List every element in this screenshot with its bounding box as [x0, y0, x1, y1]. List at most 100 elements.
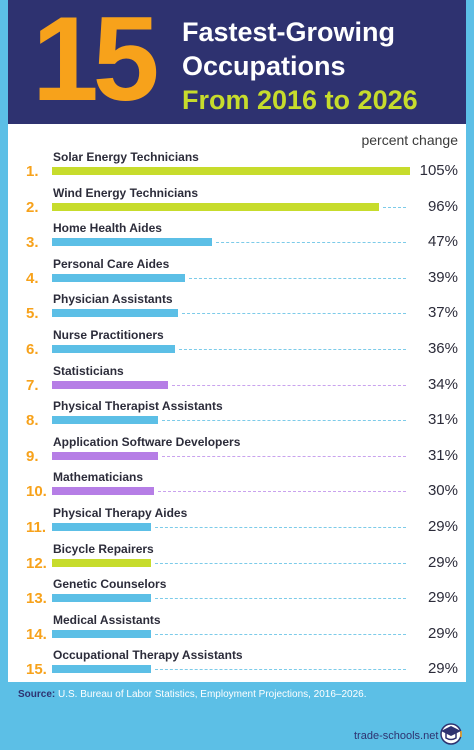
percent-label: 29%	[427, 518, 458, 535]
chart-row: 15. Occupational Therapy Assistants 29%	[8, 648, 466, 684]
rank-number: 8.	[26, 412, 39, 430]
chart-row: 14. Medical Assistants 29%	[8, 613, 466, 649]
leader-dash	[172, 384, 406, 386]
bar	[52, 167, 410, 175]
percent-label: 39%	[427, 268, 458, 286]
occupation-label: Home Health Aides	[53, 221, 162, 236]
rank-number: 13.	[26, 590, 47, 608]
bar	[52, 594, 151, 603]
chart-row: 1. Solar Energy Technicians 105%	[8, 150, 466, 186]
occupation-label: Physician Assistants	[53, 292, 173, 307]
chart-row: 3. Home Health Aides 47%	[8, 221, 466, 257]
brand-name[interactable]: trade-schools.net	[354, 730, 439, 742]
rank-number: 12.	[26, 554, 47, 572]
bar	[52, 309, 178, 318]
occupation-label: Personal Care Aides	[53, 256, 170, 271]
leader-dash	[383, 206, 406, 208]
percent-label: 29%	[427, 589, 458, 607]
chart-row: 6. Nurse Practitioners 36%	[8, 328, 466, 364]
rank-number: 6.	[26, 341, 39, 358]
source-label: Source:	[18, 689, 56, 700]
chart-subtitle: percent change	[361, 132, 458, 148]
rank-number: 2.	[26, 198, 39, 216]
percent-label: 29%	[427, 553, 458, 571]
chart-row: 5. Physician Assistants 37%	[8, 292, 466, 328]
chart-row: 12. Bicycle Repairers 29%	[8, 542, 466, 578]
leader-dash	[162, 455, 406, 457]
percent-label: 36%	[427, 340, 458, 357]
header-banner: 15 Fastest-Growing Occupations From 2016…	[8, 0, 466, 124]
chart-row: 2. Wind Energy Technicians 96%	[8, 186, 466, 222]
occupation-label: Genetic Counselors	[53, 577, 167, 592]
rank-number: 10.	[26, 483, 47, 501]
occupation-label: Medical Assistants	[53, 612, 161, 627]
occupation-label: Wind Energy Technicians	[53, 185, 199, 200]
rank-number: 4.	[26, 269, 39, 287]
occupation-label: Nurse Practitioners	[53, 328, 164, 342]
chart-row: 4. Personal Care Aides 39%	[8, 257, 466, 293]
occupation-label: Physical Therapist Assistants	[53, 399, 223, 414]
leader-dash	[155, 598, 406, 600]
big-number: 15	[32, 0, 160, 124]
bar	[52, 273, 185, 282]
percent-label: 47%	[427, 233, 458, 251]
percent-label: 96%	[427, 197, 458, 215]
percent-label: 29%	[427, 624, 458, 642]
rank-number: 9.	[26, 447, 39, 465]
source-text: U.S. Bureau of Labor Statistics, Employm…	[58, 689, 367, 700]
percent-label: 37%	[427, 304, 458, 322]
rank-number: 3.	[26, 234, 39, 252]
chart-row: 10. Mathematicians 30%	[8, 470, 466, 506]
bar	[52, 345, 175, 353]
leader-dash	[155, 633, 406, 635]
occupation-label: Statisticians	[53, 363, 124, 378]
bar	[52, 238, 212, 247]
title-line-1: Fastest-Growing	[182, 17, 396, 47]
percent-label: 34%	[427, 375, 458, 393]
chart-row: 13. Genetic Counselors 29%	[8, 577, 466, 613]
leader-dash	[189, 277, 406, 279]
bar	[52, 558, 151, 567]
leader-dash	[179, 349, 406, 350]
title-line-2: Occupations	[182, 51, 346, 81]
rank-number: 15.	[26, 661, 47, 679]
occupation-label: Occupational Therapy Assistants	[53, 648, 243, 663]
bar	[52, 487, 154, 496]
rank-number: 11.	[26, 519, 47, 536]
chart-panel: percent change 1. Solar Energy Technician…	[8, 124, 466, 682]
leader-dash	[155, 562, 406, 564]
percent-label: 31%	[427, 446, 458, 464]
leader-dash	[182, 313, 406, 315]
percent-label: 31%	[427, 411, 458, 429]
occupation-label: Solar Energy Technicians	[53, 150, 199, 164]
title-line-3: From 2016 to 2026	[182, 85, 418, 115]
occupation-label: Application Software Developers	[53, 434, 241, 449]
rank-number: 1.	[26, 163, 39, 180]
leader-dash	[216, 242, 406, 244]
leader-dash	[155, 669, 406, 671]
bar	[52, 416, 158, 425]
leader-dash	[162, 420, 406, 422]
bar	[52, 665, 151, 674]
chart-row: 7. Statisticians 34%	[8, 364, 466, 400]
graduation-cap-logo-icon	[440, 723, 462, 745]
percent-label: 29%	[427, 660, 458, 678]
bar	[52, 380, 168, 389]
occupation-label: Bicycle Repairers	[53, 541, 154, 556]
bar	[52, 451, 158, 460]
chart-row: 11. Physical Therapy Aides 29%	[8, 506, 466, 542]
rank-number: 5.	[26, 305, 39, 323]
percent-label: 30%	[427, 482, 458, 500]
percent-label: 105%	[419, 162, 458, 179]
bar	[52, 629, 151, 638]
occupation-label: Physical Therapy Aides	[53, 506, 188, 520]
occupation-label: Mathematicians	[53, 470, 144, 485]
chart-row: 8. Physical Therapist Assistants 31%	[8, 399, 466, 435]
chart-row: 9. Application Software Developers 31%	[8, 435, 466, 471]
rank-number: 7.	[26, 376, 39, 394]
bar	[52, 523, 151, 531]
bar	[52, 202, 379, 211]
leader-dash	[158, 491, 406, 493]
leader-dash	[155, 527, 406, 528]
rank-number: 14.	[26, 625, 47, 643]
